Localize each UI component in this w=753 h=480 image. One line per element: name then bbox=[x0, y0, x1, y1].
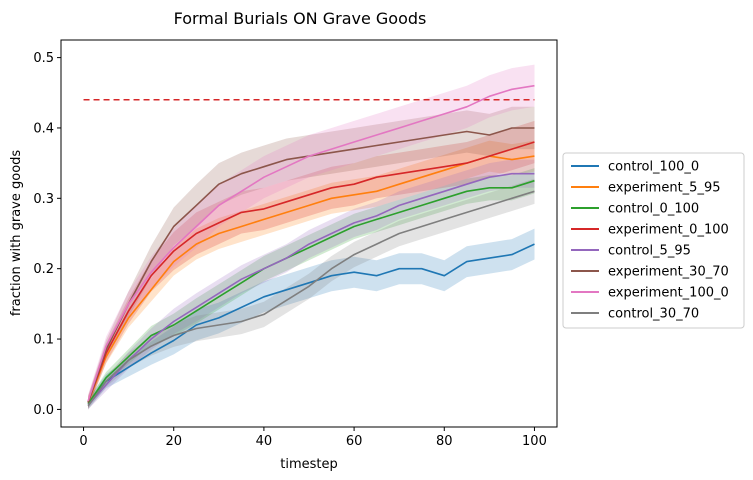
series-line-experiment_100_0 bbox=[87, 84, 535, 402]
x-tick-label: 40 bbox=[256, 434, 273, 449]
y-tick-label: 0.3 bbox=[33, 192, 54, 207]
legend-label-experiment_5_95: experiment_5_95 bbox=[608, 181, 720, 196]
series-line-control_30_70 bbox=[87, 190, 535, 407]
legend-label-control_0_100: control_0_100 bbox=[608, 202, 699, 217]
legend-box bbox=[562, 152, 745, 329]
axis-ticks: 0 20 40 60 80 100 0.0 0.1 0.2 0.3 0.4 0.5 bbox=[33, 51, 547, 449]
y-tick-label: 0.0 bbox=[33, 403, 54, 418]
series-band-experiment_0_100 bbox=[88, 120, 535, 409]
legend-label-control_5_95: control_5_95 bbox=[608, 244, 691, 259]
y-tick-label: 0.5 bbox=[33, 51, 54, 66]
legend-label-experiment_100_0: experiment_100_0 bbox=[608, 286, 729, 301]
plot-frame bbox=[60, 39, 558, 428]
series-line-experiment_5_95 bbox=[87, 155, 535, 403]
y-tick-label: 0.4 bbox=[33, 121, 54, 136]
x-tick-label: 60 bbox=[346, 434, 363, 449]
y-axis-label: fraction with grave goods bbox=[9, 150, 24, 317]
series-line-control_100_0 bbox=[87, 243, 535, 405]
series-band-control_5_95 bbox=[88, 159, 535, 410]
series-band-control_100_0 bbox=[88, 228, 535, 409]
series-band-control_30_70 bbox=[88, 178, 535, 410]
series-line-control_0_100 bbox=[87, 179, 535, 405]
legend-label-control_30_70: control_30_70 bbox=[608, 307, 699, 322]
legend-label-experiment_30_70: experiment_30_70 bbox=[608, 265, 729, 280]
x-tick-label: 80 bbox=[436, 434, 453, 449]
x-axis-label: timestep bbox=[280, 457, 338, 472]
legend: control_100_0 experiment_5_95 control_0_10… bbox=[562, 152, 745, 329]
x-tick-label: 100 bbox=[522, 434, 547, 449]
y-tick-label: 0.1 bbox=[33, 333, 54, 348]
x-tick-label: 0 bbox=[79, 434, 87, 449]
x-tick-label: 20 bbox=[165, 434, 182, 449]
plot-area bbox=[83, 64, 535, 410]
series-band-experiment_30_70 bbox=[88, 106, 535, 409]
series-band-control_0_100 bbox=[88, 168, 535, 408]
series-line-control_5_95 bbox=[87, 172, 535, 406]
y-tick-label: 0.2 bbox=[33, 262, 54, 277]
series-line-experiment_0_100 bbox=[87, 141, 535, 403]
chart-title: Formal Burials ON Grave Goods bbox=[174, 9, 427, 28]
series-band-experiment_100_0 bbox=[88, 64, 535, 408]
legend-label-control_100_0: control_100_0 bbox=[608, 160, 699, 175]
legend-label-experiment_0_100: experiment_0_100 bbox=[608, 223, 729, 238]
